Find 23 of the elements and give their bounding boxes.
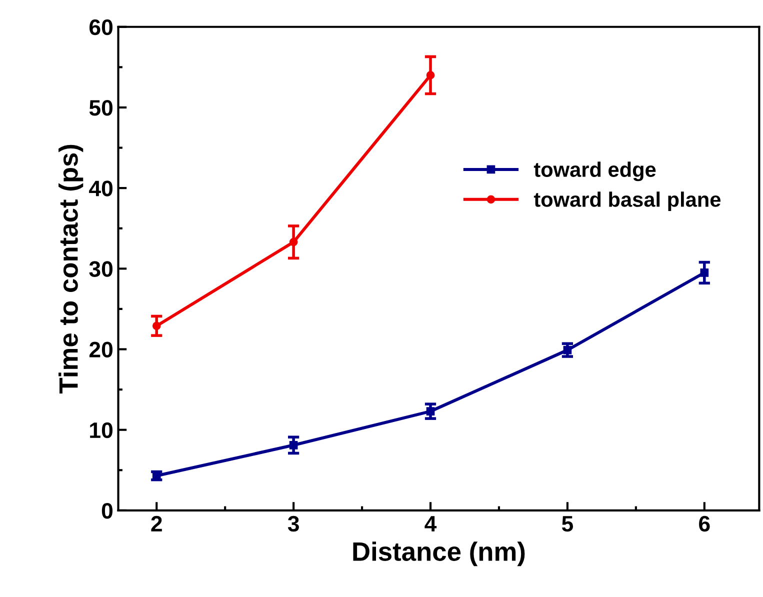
y-tick-label: 60 xyxy=(90,19,112,36)
y-tick-label: 20 xyxy=(89,342,112,358)
x-tick-label: 4 xyxy=(424,516,437,532)
legend-label: toward basal plane xyxy=(534,192,721,212)
y-tick-label: 30 xyxy=(89,261,112,277)
x-tick-label: 2 xyxy=(151,516,162,532)
x-tick-label: 3 xyxy=(288,516,299,532)
y-tick-label: 50 xyxy=(89,100,112,116)
point xyxy=(700,268,709,277)
x-tick-label: 5 xyxy=(562,516,574,532)
y-tick-label: 40 xyxy=(89,180,112,196)
point xyxy=(563,346,572,354)
legend-label: toward edge xyxy=(534,162,656,182)
point xyxy=(152,322,161,330)
y-tick-label: 10 xyxy=(90,422,112,438)
point xyxy=(289,440,298,450)
point xyxy=(289,238,298,246)
point xyxy=(426,71,435,80)
x-tick-label: 6 xyxy=(699,516,710,532)
y-tick-label: 0 xyxy=(102,502,112,519)
point xyxy=(426,407,435,416)
y-axis-title: Time to contact (ps) xyxy=(58,144,84,394)
x-axis-title: Distance (nm) xyxy=(353,542,525,566)
